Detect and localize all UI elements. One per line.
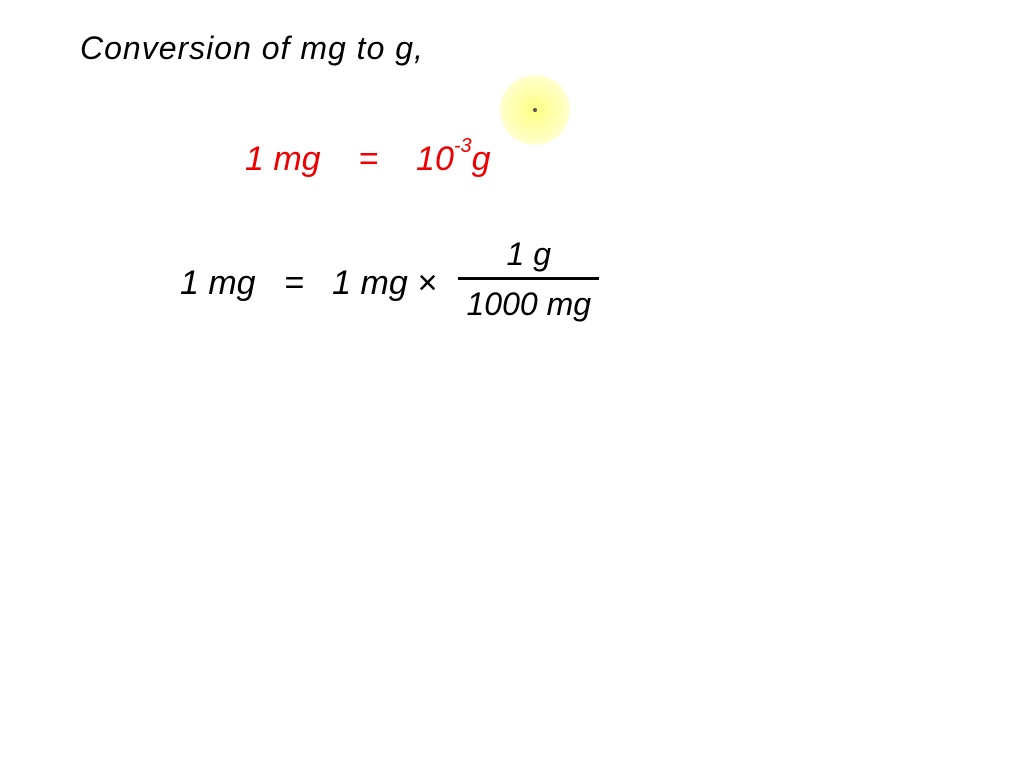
eq2-denominator: 1000 mg — [458, 282, 599, 323]
eq2-lhs: 1 mg — [180, 264, 256, 303]
equation-one: 1 mg = 10-3g — [245, 140, 491, 179]
eq2-factor: 1 mg × — [332, 264, 437, 303]
eq1-lhs: 1 mg — [245, 140, 321, 178]
eq2-numerator: 1 g — [458, 236, 599, 275]
fraction-line — [458, 277, 599, 280]
page-title: Conversion of mg to g, — [80, 30, 424, 67]
equation-two: 1 mg = 1 mg × 1 g 1000 mg — [180, 240, 599, 327]
eq1-base: 10 — [416, 140, 454, 178]
eq2-equals: = — [284, 264, 304, 303]
eq1-exponent: -3 — [454, 135, 472, 157]
highlight-dot — [533, 108, 537, 112]
eq1-unit: g — [472, 140, 491, 178]
eq1-equals: = — [358, 140, 378, 178]
eq2-fraction: 1 g 1000 mg — [458, 236, 599, 323]
